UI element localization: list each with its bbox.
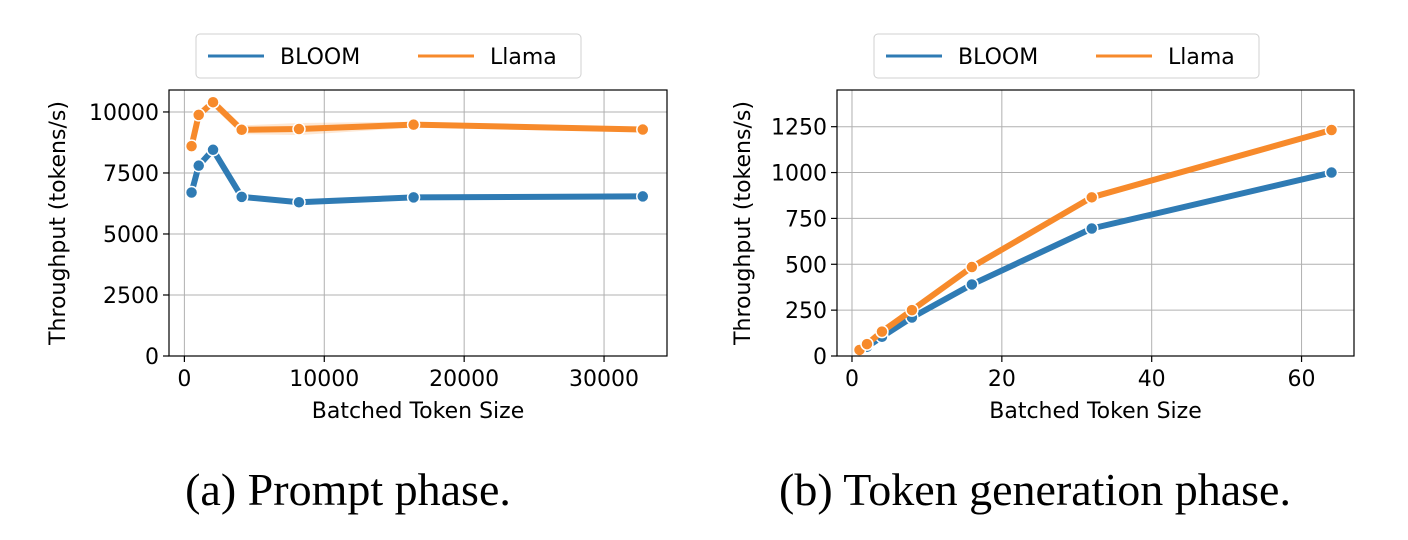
x-tick-label: 20 [988, 367, 1016, 392]
data-point-llama [234, 123, 249, 137]
y-tick-label: 7500 [103, 162, 159, 187]
data-point-llama [1085, 190, 1099, 205]
data-point-llama [206, 95, 220, 109]
data-point-bloom [206, 143, 220, 157]
x-tick-label: 10000 [289, 367, 359, 392]
data-point-llama [875, 324, 889, 339]
chart-panel-2: 0 20 40 60 0 250 500 750 1000 1250 Batched Token S… [731, 33, 1355, 515]
x-tick-label: 0 [177, 367, 191, 392]
series-line-llama [856, 126, 1335, 353]
data-point-llama [965, 260, 979, 274]
legend-label-bloom: BLOOM [958, 45, 1038, 70]
data-point-bloom [292, 195, 306, 210]
data-point-bloom [1324, 165, 1339, 180]
y-tick-label: 2500 [103, 284, 159, 309]
figure-caption: (b) Token generation phase. [779, 464, 1291, 515]
x-axis-label: Batched Token Size [312, 399, 524, 424]
plot-frame [168, 89, 668, 357]
legend-label-llama: Llama [1168, 45, 1235, 70]
y-tick-label: 5000 [103, 223, 159, 248]
y-tick-label: 500 [785, 253, 827, 278]
data-point-llama [406, 117, 421, 132]
data-point-bloom [965, 277, 979, 292]
data-point-bloom [234, 190, 249, 204]
x-tick-label: 0 [845, 367, 859, 392]
x-tick-label: 60 [1288, 367, 1316, 392]
legend-label-llama: Llama [490, 45, 557, 70]
y-tick-label: 1250 [771, 116, 827, 141]
chart-panel-1: 0 10000 20000 30000 0 2500 5000 7500 10000 Batche… [46, 33, 668, 515]
data-point-llama [860, 337, 874, 351]
legend-box [873, 33, 1260, 79]
data-point-bloom [191, 158, 206, 173]
data-point-bloom [1085, 221, 1099, 236]
y-tick-label: 750 [785, 207, 827, 232]
x-axis-label: Batched Token Size [989, 399, 1201, 424]
legend: BLOOM Llama [873, 33, 1260, 79]
legend-box [195, 33, 582, 79]
x-tick-label: 30000 [569, 367, 639, 392]
y-axis-label: Throughput (tokens/s) [46, 101, 71, 346]
y-axis-label: Throughput (tokens/s) [731, 101, 756, 346]
data-point-llama [184, 139, 199, 153]
y-tick-label: 10000 [89, 101, 159, 126]
x-tick-label: 20000 [429, 367, 499, 392]
legend-label-bloom: BLOOM [280, 45, 360, 70]
data-point-bloom [406, 190, 421, 205]
legend: BLOOM Llama [195, 33, 582, 79]
data-point-llama [191, 108, 206, 122]
confidence-band-llama [191, 97, 643, 147]
y-tick-label: 0 [145, 345, 159, 370]
y-tick-label: 1000 [771, 162, 827, 187]
figure-caption: (a) Prompt phase. [185, 464, 511, 515]
data-point-llama [905, 303, 919, 317]
plot-frame [836, 89, 1355, 357]
data-point-bloom [636, 189, 650, 204]
data-point-llama [292, 122, 306, 136]
y-tick-label: 0 [813, 345, 827, 370]
data-point-llama [636, 122, 650, 137]
data-point-bloom [184, 185, 199, 200]
y-tick-label: 250 [785, 299, 827, 324]
data-point-llama [1324, 123, 1339, 137]
x-tick-label: 40 [1138, 367, 1166, 392]
